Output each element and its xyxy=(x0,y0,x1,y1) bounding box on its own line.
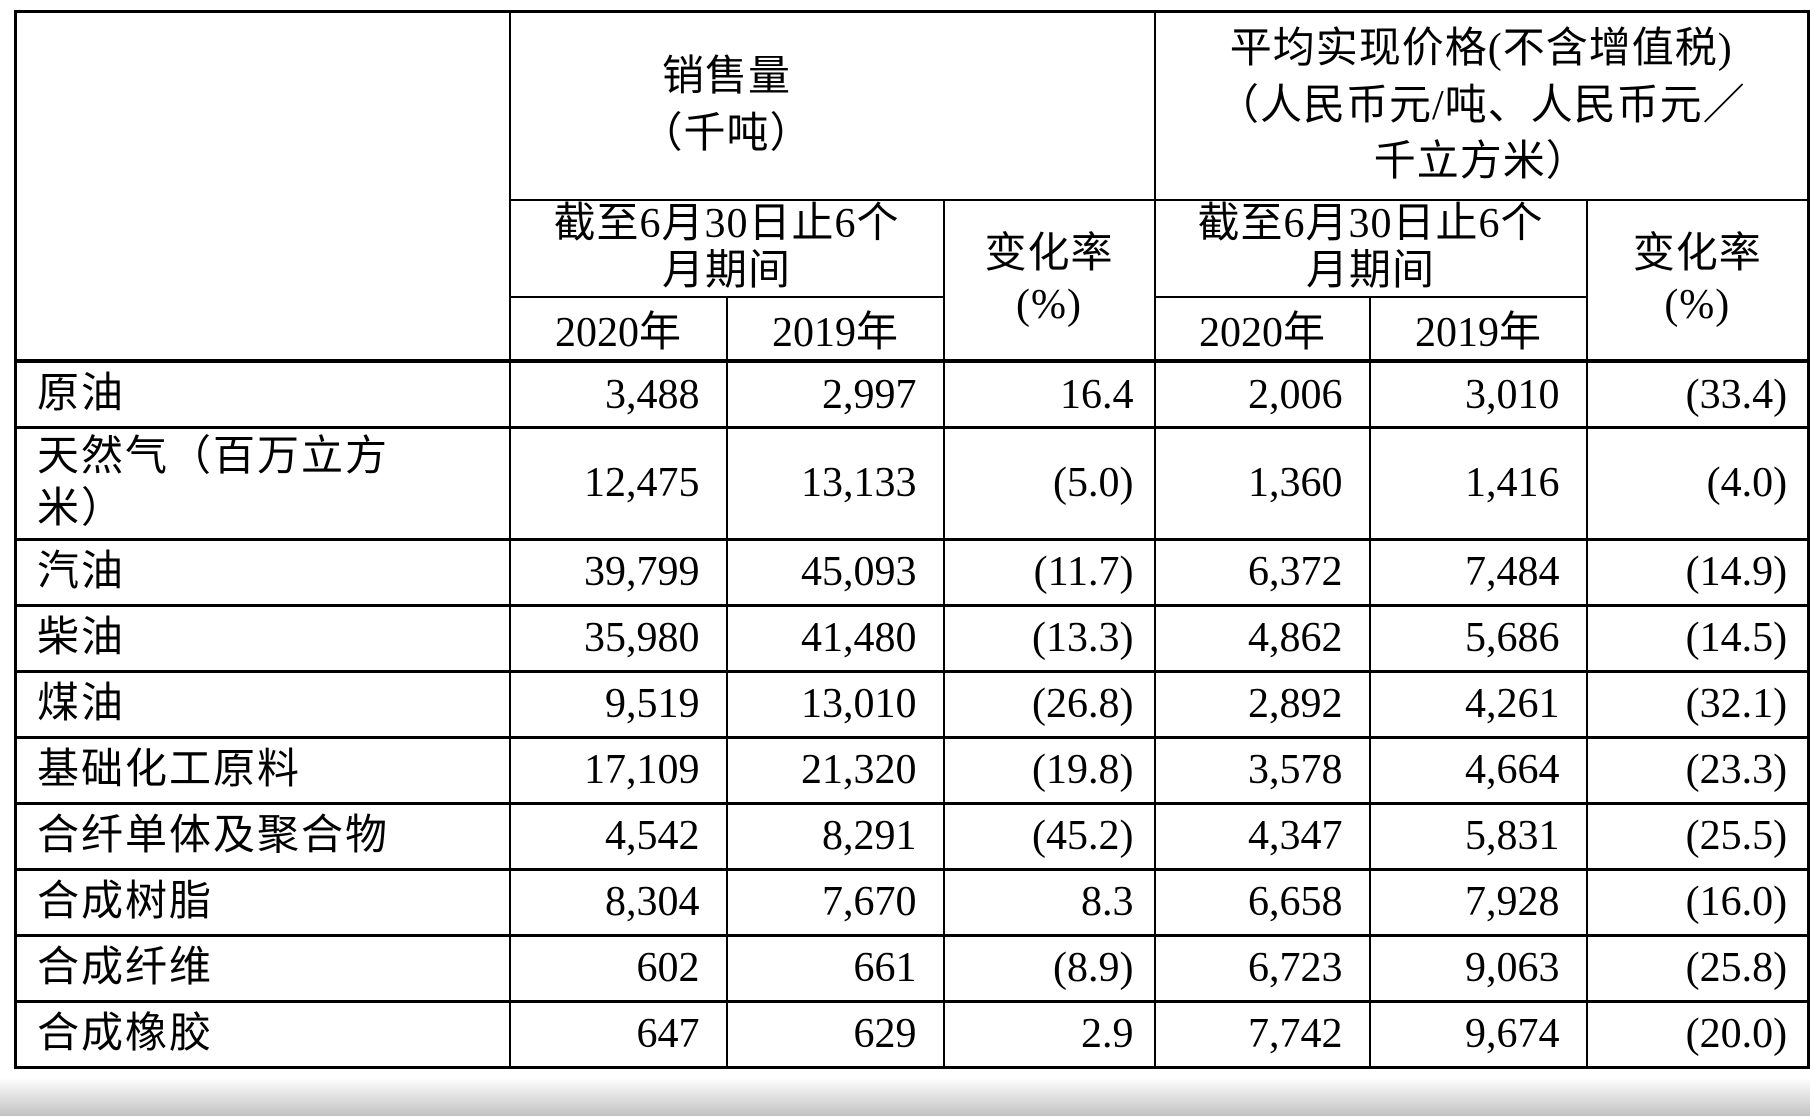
price-change-cell: (33.4) xyxy=(1585,359,1810,429)
price-2020-cell: 7,742 xyxy=(1153,999,1371,1069)
price-change-cell: (20.0) xyxy=(1585,999,1810,1069)
price-2019-cell: 4,261 xyxy=(1368,669,1588,739)
price-2020-cell: 1,360 xyxy=(1153,425,1371,541)
product-name-cell: 汽油 xyxy=(14,537,511,607)
price-2019-cell: 9,063 xyxy=(1368,933,1588,1003)
price-2019-cell: 7,928 xyxy=(1368,867,1588,937)
table-row-monomers-polymers: 合纤单体及聚合物 4,542 8,291 (45.2) 4,347 5,831 … xyxy=(14,801,1810,871)
price-change-cell: (25.8) xyxy=(1585,933,1810,1003)
price-2020-cell: 6,723 xyxy=(1153,933,1371,1003)
price-change-cell: (14.5) xyxy=(1585,603,1810,673)
product-column-header-empty xyxy=(14,10,511,363)
product-name-cell: 合成橡胶 xyxy=(14,999,511,1069)
price-2019-cell: 5,686 xyxy=(1368,603,1588,673)
sales-2019-cell: 661 xyxy=(725,933,945,1003)
price-change-cell: (16.0) xyxy=(1585,867,1810,937)
table-row-kerosene: 煤油 9,519 13,010 (26.8) 2,892 4,261 (32.1… xyxy=(14,669,1810,739)
sales-2020-cell: 8,304 xyxy=(508,867,728,937)
sales-period-header: 截至6月30日止6个 月期间 xyxy=(508,198,945,299)
product-name-cell: 原油 xyxy=(14,359,511,429)
price-2020-cell: 4,347 xyxy=(1153,801,1371,871)
sales-2019-cell: 13,133 xyxy=(725,425,945,541)
sales-2019-cell: 8,291 xyxy=(725,801,945,871)
price-2020-cell: 2,892 xyxy=(1153,669,1371,739)
price-year-2019-header: 2019年 xyxy=(1368,296,1588,363)
sales-change-cell: (13.3) xyxy=(942,603,1156,673)
price-2020-cell: 2,006 xyxy=(1153,359,1371,429)
product-name-cell: 天然气（百万立方 米） xyxy=(14,425,511,541)
price-2019-cell: 9,674 xyxy=(1368,999,1588,1069)
price-change-cell: (25.5) xyxy=(1585,801,1810,871)
table-row-synthetic-resin: 合成树脂 8,304 7,670 8.3 6,658 7,928 (16.0) xyxy=(14,867,1810,937)
price-2020-cell: 6,658 xyxy=(1153,867,1371,937)
table-row-synthetic-fiber: 合成纤维 602 661 (8.9) 6,723 9,063 (25.8) xyxy=(14,933,1810,1003)
sales-change-cell: (8.9) xyxy=(942,933,1156,1003)
product-name-cell: 合成纤维 xyxy=(14,933,511,1003)
sales-2020-cell: 602 xyxy=(508,933,728,1003)
price-2020-cell: 6,372 xyxy=(1153,537,1371,607)
product-name-cell: 合纤单体及聚合物 xyxy=(14,801,511,871)
sales-change-rate-header: 变化率 (%) xyxy=(942,198,1156,363)
sales-2019-cell: 41,480 xyxy=(725,603,945,673)
price-change-cell: (14.9) xyxy=(1585,537,1810,607)
price-change-cell: (23.3) xyxy=(1585,735,1810,805)
table-row-crude-oil: 原油 3,488 2,997 16.4 2,006 3,010 (33.4) xyxy=(14,359,1810,429)
header-year-row: 2020年 2019年 2020年 2019年 xyxy=(16,296,1809,363)
price-2020-cell: 4,862 xyxy=(1153,603,1371,673)
sales-2019-cell: 13,010 xyxy=(725,669,945,739)
sales-change-cell: (26.8) xyxy=(942,669,1156,739)
price-change-cell: (4.0) xyxy=(1585,425,1810,541)
sales-change-cell: (5.0) xyxy=(942,425,1156,541)
price-2019-cell: 7,484 xyxy=(1368,537,1588,607)
sales-2019-cell: 629 xyxy=(725,999,945,1069)
price-2019-cell: 5,831 xyxy=(1368,801,1588,871)
sales-2020-cell: 39,799 xyxy=(508,537,728,607)
table-row-diesel: 柴油 35,980 41,480 (13.3) 4,862 5,686 (14.… xyxy=(14,603,1810,673)
sales-and-price-table: 销售量 （千吨） 平均实现价格(不含增值税) （人民币元/吨、人民币元／ 千立方… xyxy=(14,10,1810,1069)
sales-2019-cell: 2,997 xyxy=(725,359,945,429)
sales-2019-cell: 21,320 xyxy=(725,735,945,805)
table-row-synthetic-rubber: 合成橡胶 647 629 2.9 7,742 9,674 (20.0) xyxy=(14,999,1810,1069)
price-year-2020-header: 2020年 xyxy=(1153,296,1371,363)
sales-change-cell: (19.8) xyxy=(942,735,1156,805)
sales-year-2019-header: 2019年 xyxy=(725,296,945,363)
sales-change-cell: 16.4 xyxy=(942,359,1156,429)
sales-2019-cell: 45,093 xyxy=(725,537,945,607)
price-2020-cell: 3,578 xyxy=(1153,735,1371,805)
sales-2020-cell: 4,542 xyxy=(508,801,728,871)
sales-2020-cell: 12,475 xyxy=(508,425,728,541)
sales-change-cell: 8.3 xyxy=(942,867,1156,937)
product-name-cell: 煤油 xyxy=(14,669,511,739)
sales-2020-cell: 647 xyxy=(508,999,728,1069)
sales-2020-cell: 17,109 xyxy=(508,735,728,805)
average-price-group-header: 平均实现价格(不含增值税) （人民币元/吨、人民币元／ 千立方米） xyxy=(1153,10,1810,201)
price-change-rate-header: 变化率 (%) xyxy=(1585,198,1810,363)
sales-change-cell: (11.7) xyxy=(942,537,1156,607)
sales-2020-cell: 9,519 xyxy=(508,669,728,739)
sales-change-cell: 2.9 xyxy=(942,999,1156,1069)
sales-volume-group-header: 销售量 （千吨） xyxy=(508,10,1156,201)
price-2019-cell: 4,664 xyxy=(1368,735,1588,805)
table-row-basic-chemical-feedstock: 基础化工原料 17,109 21,320 (19.8) 3,578 4,664 … xyxy=(14,735,1810,805)
price-2019-cell: 3,010 xyxy=(1368,359,1588,429)
header-group-row: 销售量 （千吨） 平均实现价格(不含增值税) （人民币元/吨、人民币元／ 千立方… xyxy=(14,10,1810,363)
product-name-cell: 基础化工原料 xyxy=(14,735,511,805)
sales-2020-cell: 35,980 xyxy=(508,603,728,673)
sales-2019-cell: 7,670 xyxy=(725,867,945,937)
price-period-header: 截至6月30日止6个 月期间 xyxy=(1153,198,1588,299)
product-name-cell: 合成树脂 xyxy=(14,867,511,937)
price-2019-cell: 1,416 xyxy=(1368,425,1588,541)
sales-year-2020-header: 2020年 xyxy=(508,296,728,363)
table-row-natural-gas: 天然气（百万立方 米） 12,475 13,133 (5.0) 1,360 1,… xyxy=(14,425,1810,541)
sales-change-cell: (45.2) xyxy=(942,801,1156,871)
product-name-cell: 柴油 xyxy=(14,603,511,673)
price-change-cell: (32.1) xyxy=(1585,669,1810,739)
header-period-row: 截至6月30日止6个 月期间 变化率 (%) 截至6月30日止6个 月期间 变化… xyxy=(16,198,1810,363)
page-edge-shadow xyxy=(0,1078,1810,1116)
table-row-gasoline: 汽油 39,799 45,093 (11.7) 6,372 7,484 (14.… xyxy=(14,537,1810,607)
sales-2020-cell: 3,488 xyxy=(508,359,728,429)
